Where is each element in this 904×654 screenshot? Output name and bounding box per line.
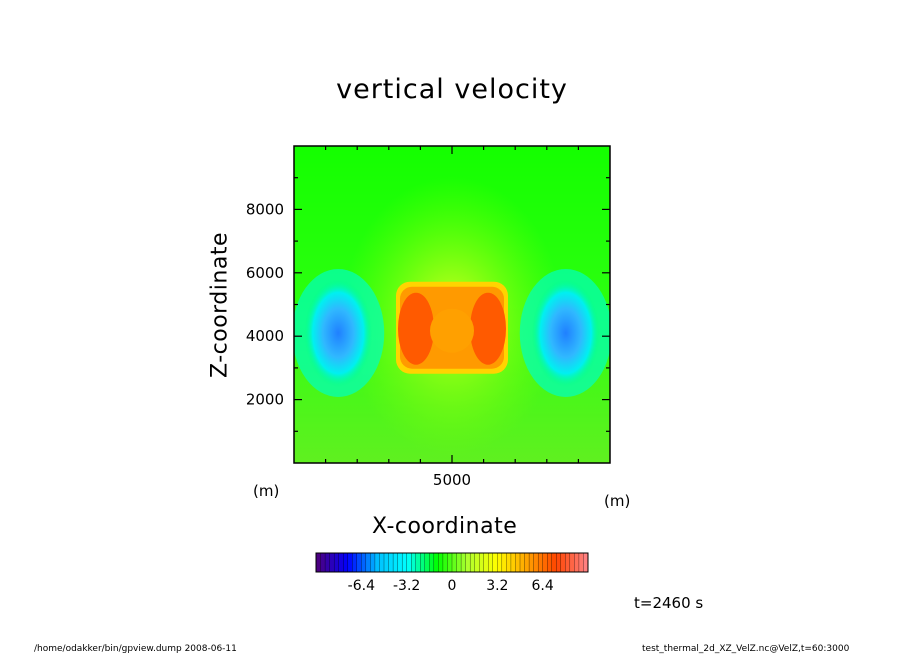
chart-title: vertical velocity [336,74,568,105]
colorbar-cell [547,552,553,573]
colorbar-cell [361,552,367,573]
colorbar-tick-label: -3.2 [392,578,421,594]
colorbar-cell [397,552,403,573]
colorbar-cell [320,552,326,573]
colorbar-cell [574,552,580,573]
heatmap-field [294,146,610,463]
colorbar-cell [347,552,353,573]
y-tick-label: 6000 [246,264,284,282]
colorbar-cell [560,552,566,573]
colorbar-cell [420,552,426,573]
colorbar-cell [356,552,362,573]
colorbar-cell [533,552,539,573]
colorbar-cell [324,552,331,573]
y-tick-label: 4000 [246,327,284,345]
x-tick-label: 5000 [433,471,471,489]
colorbar-cell [365,552,371,573]
colorbar-cell [492,552,498,573]
y-tick-label: 8000 [246,200,284,218]
colorbar-cell [406,552,412,573]
colorbar-cell [456,552,462,573]
colorbar-cell [383,552,389,573]
colorbar-frame [315,552,589,573]
colorbar-cell [370,552,376,573]
colorbar-cell [483,552,489,573]
colorbar-cell [433,552,439,573]
colorbar-cell [465,552,471,573]
colorbar-cell [542,552,548,573]
colorbar-cell [415,552,421,573]
x-unit-label: (m) [604,492,631,510]
footer-right: test_thermal_2d_XZ_VelZ.nc@VelZ,t=60:300… [642,644,850,654]
colorbar-cell [424,552,430,573]
colorbar-cell [551,552,557,573]
axes: 2000 4000 6000 8000 5000 [246,146,610,489]
colorbar-cell [392,552,399,573]
colorbar-cell [447,552,453,573]
colorbar-cell [379,552,385,573]
colorbar-cell [569,552,575,573]
colorbar-cell [343,552,349,573]
colorbar-cell [411,552,417,573]
colorbar-cell [401,552,408,573]
downdraft-core [531,279,600,388]
colorbar-cell [578,552,584,573]
colorbar-tick-label: -6.4 [347,578,375,594]
y-unit-label: (m) [253,482,280,500]
colorbar-cell [460,552,467,573]
y-tick-label: 2000 [246,391,284,409]
colorbar-cell [510,552,516,573]
colorbar-tick-label: 0 [447,578,457,594]
colorbar-cell [438,552,444,573]
colorbar-cell [506,552,512,573]
colorbar-cell [451,552,457,573]
colorbar-cell [528,552,535,573]
colorbar-cell [474,552,480,573]
colorbar-cell [515,552,521,573]
colorbar-cell [537,552,544,573]
colorbar-cell [333,552,340,573]
colorbar-cell [501,552,507,573]
colorbar-cell [519,552,525,573]
updraft-core-right [470,292,506,365]
colorbar-cell [429,552,435,573]
footer-left: /home/odakker/bin/gpview.dump 2008-06-11 [34,644,237,654]
colorbar-cell [374,552,380,573]
updraft-core-left [398,292,434,365]
time-stamp: t=2460 s [634,594,704,612]
y-axis-label: Z-coordinate [207,232,233,378]
colorbar-cell [497,552,503,573]
colorbar [315,552,589,573]
downdraft-core [304,279,373,388]
colorbar-cell [524,552,530,573]
colorbar-cell [556,552,562,573]
colorbar-tick-label: 3.2 [486,578,509,594]
colorbar-cell [442,552,448,573]
colorbar-cell [388,552,394,573]
x-axis-label: X-coordinate [372,514,518,539]
colorbar-cell [479,552,485,573]
colorbar-cell [469,552,476,573]
colorbar-cell [488,552,494,573]
colorbar-cell [329,552,335,573]
colorbar-tick-label: 6.4 [531,578,554,594]
colorbar-cell [565,552,571,573]
colorbar-cell [352,552,358,573]
colorbar-cell [338,552,344,573]
colorbar-cell [315,552,321,573]
updraft-center [430,308,474,353]
